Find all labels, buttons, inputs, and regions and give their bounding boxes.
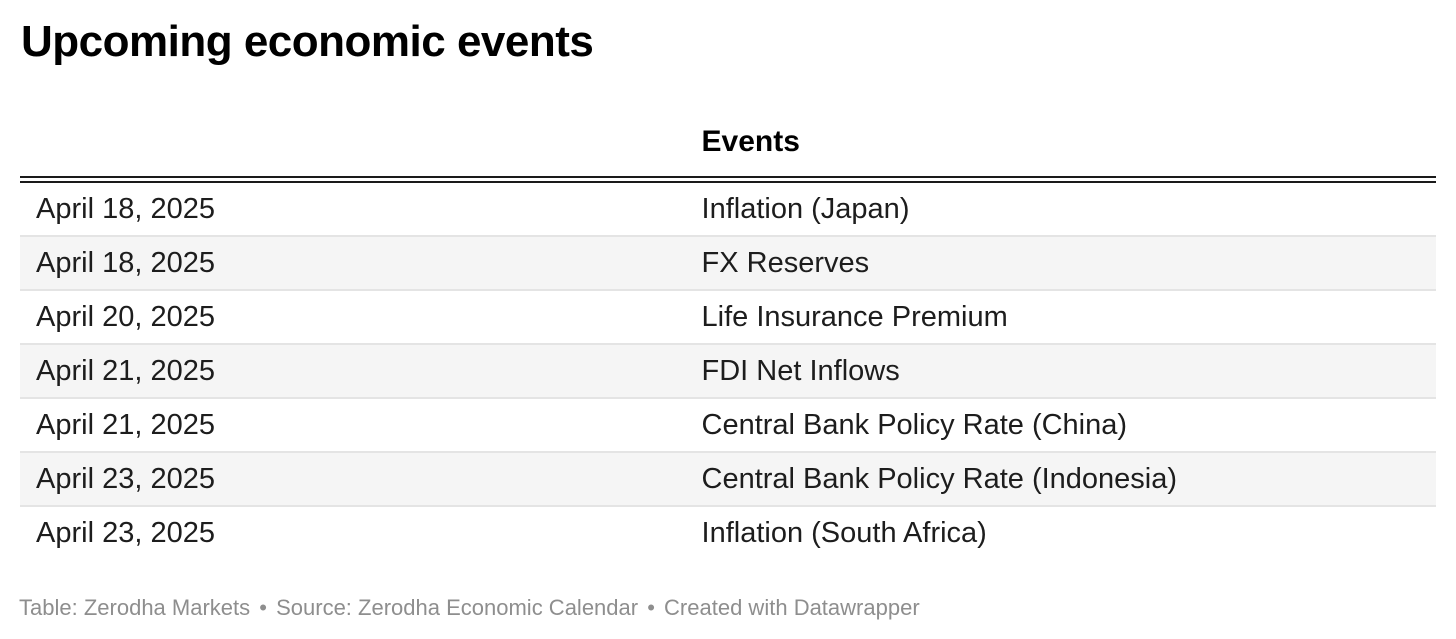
date-cell: April 18, 2025: [36, 246, 215, 279]
date-cell: April 20, 2025: [36, 300, 215, 333]
events-table: Events April 18, 2025 Inflation (Japan) …: [20, 123, 1436, 559]
source-label: Source:: [276, 594, 352, 620]
event-cell: FX Reserves: [701, 246, 870, 279]
footer-attribution: Table: Zerodha Markets • Source: Zerodha…: [19, 595, 1436, 621]
event-cell: Central Bank Policy Rate (China): [701, 408, 1128, 441]
credit-prefix: Created with: [664, 594, 788, 620]
header-row: Events: [20, 123, 1436, 183]
datawrapper-credit-link[interactable]: Datawrapper: [793, 594, 920, 620]
date-cell: April 23, 2025: [36, 462, 215, 495]
table-byline-value: Zerodha Markets: [83, 594, 251, 620]
datawrapper-table-embed: Upcoming economic events Events April 18…: [0, 16, 1456, 639]
table-body: April 18, 2025 Inflation (Japan) April 1…: [20, 179, 1436, 559]
table-row: April 20, 2025 Life Insurance Premium: [20, 289, 1436, 344]
table-row: April 23, 2025 Central Bank Policy Rate …: [20, 451, 1436, 506]
table-row: April 18, 2025 Inflation (Japan): [20, 179, 1436, 236]
page-title: Upcoming economic events: [21, 17, 594, 66]
footer-separator: •: [259, 594, 267, 620]
table-row: April 18, 2025 FX Reserves: [20, 235, 1436, 290]
table-row: April 21, 2025 Central Bank Policy Rate …: [20, 397, 1436, 452]
table-row: April 23, 2025 Inflation (South Africa): [20, 505, 1436, 559]
table-row: April 21, 2025 FDI Net Inflows: [20, 343, 1436, 398]
date-cell: April 21, 2025: [36, 354, 215, 387]
event-cell: FDI Net Inflows: [701, 354, 900, 387]
source-link[interactable]: Zerodha Economic Calendar: [358, 594, 639, 620]
date-cell: April 21, 2025: [36, 408, 215, 441]
event-cell: Inflation (Japan): [701, 192, 910, 225]
event-cell: Inflation (South Africa): [701, 516, 987, 549]
column-header-events: Events: [685, 123, 1436, 183]
footer-separator: •: [647, 594, 655, 620]
column-header-date: [20, 123, 686, 183]
date-cell: April 18, 2025: [36, 192, 215, 225]
event-cell: Life Insurance Premium: [701, 300, 1008, 333]
date-cell: April 23, 2025: [36, 516, 215, 549]
table-byline-label: Table:: [19, 594, 78, 620]
table-header: Events: [20, 123, 1436, 183]
event-cell: Central Bank Policy Rate (Indonesia): [701, 462, 1178, 495]
